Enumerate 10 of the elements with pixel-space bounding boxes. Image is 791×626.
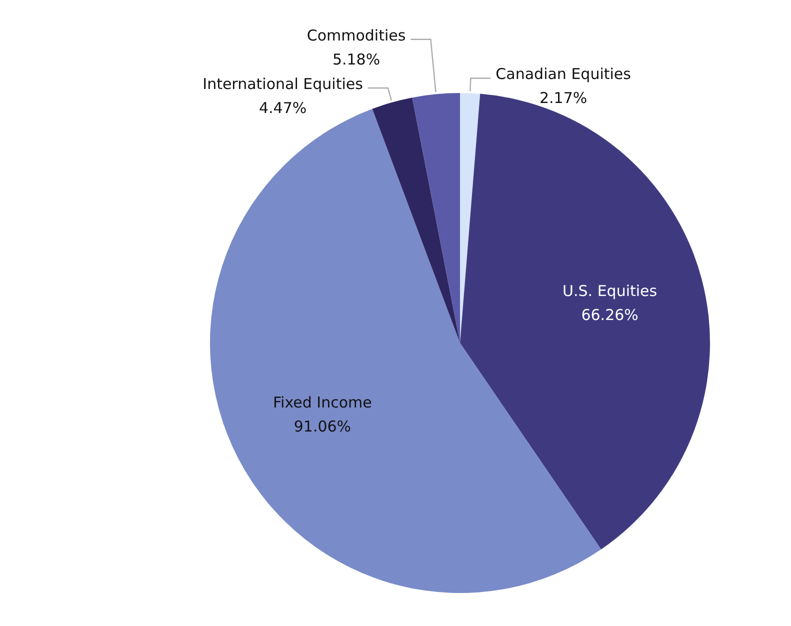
data-label: 2.17% [539,89,588,108]
data-label: 91.06% [294,417,352,436]
data-label: 66.26% [581,306,638,324]
slice-label: Fixed Income [273,393,372,412]
data-label: 4.47% [258,98,307,117]
slice-label: U.S. Equities [562,282,658,300]
slice-label: International Equities [202,74,364,93]
data-label: 5.18% [332,50,380,68]
slice-label: Commodities [306,26,406,44]
slice-label: Canadian Equities [496,65,632,84]
